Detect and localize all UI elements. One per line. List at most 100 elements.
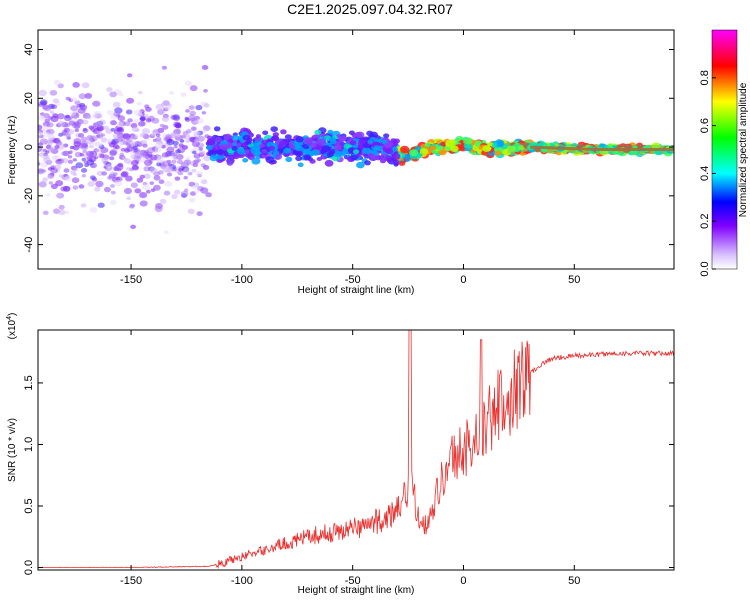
spectral-energy-mark bbox=[45, 193, 51, 197]
spectral-energy-mark bbox=[110, 127, 116, 132]
spectral-energy-mark bbox=[155, 103, 164, 111]
spectral-energy-mark bbox=[112, 101, 121, 108]
spectral-energy-mark bbox=[109, 156, 115, 161]
spectral-energy-mark bbox=[49, 110, 55, 114]
spectral-energy-mark bbox=[47, 134, 56, 141]
spectral-energy-mark bbox=[270, 126, 279, 132]
spectral-energy-mark bbox=[205, 192, 212, 198]
spectral-energy-mark bbox=[259, 153, 267, 159]
colorbar-tick-label: 0.6 bbox=[699, 118, 711, 133]
spectral-ridge-line bbox=[529, 145, 674, 151]
spectrogram-xtick-label: 0 bbox=[460, 274, 466, 286]
spectral-energy-mark bbox=[326, 151, 334, 157]
spectral-energy-mark bbox=[139, 174, 145, 179]
spectral-energy-mark bbox=[53, 79, 61, 86]
spectral-energy-mark bbox=[226, 160, 234, 166]
spectral-energy-mark bbox=[155, 136, 162, 142]
spectral-energy-mark bbox=[38, 162, 41, 166]
spectral-energy-mark bbox=[216, 149, 224, 155]
spectral-energy-mark bbox=[165, 134, 172, 140]
spectral-energy-mark bbox=[38, 152, 44, 157]
spectral-energy-mark bbox=[163, 190, 171, 196]
spectral-energy-mark bbox=[70, 111, 76, 116]
spectral-energy-mark bbox=[255, 134, 262, 139]
spectral-energy-mark bbox=[202, 165, 210, 170]
spectral-energy-mark bbox=[200, 187, 209, 194]
spectral-energy-mark bbox=[187, 208, 195, 215]
spectral-energy-mark bbox=[362, 147, 371, 155]
spectral-energy-mark bbox=[96, 125, 104, 131]
spectral-energy-mark bbox=[82, 119, 89, 125]
spectral-energy-mark bbox=[124, 187, 132, 195]
spectral-energy-mark bbox=[57, 120, 65, 127]
snr-xlabel: Height of straight line (km) bbox=[298, 585, 415, 596]
spectral-energy-mark bbox=[183, 168, 190, 173]
spectral-energy-mark bbox=[153, 184, 161, 191]
spectral-energy-mark bbox=[183, 176, 188, 180]
spectral-energy-mark bbox=[110, 120, 117, 126]
spectral-energy-mark bbox=[48, 146, 55, 152]
spectral-energy-mark bbox=[180, 191, 189, 197]
spectral-energy-mark bbox=[172, 115, 181, 122]
spectral-energy-mark bbox=[52, 98, 60, 104]
spectral-energy-mark bbox=[184, 80, 193, 87]
snr-ytick-label: 1.0 bbox=[23, 437, 35, 452]
spectral-ridge-halo bbox=[507, 142, 674, 154]
spectral-energy-mark bbox=[196, 118, 204, 124]
colorbar-tick-label: 0.8 bbox=[699, 70, 711, 85]
spectral-energy-mark bbox=[130, 224, 137, 229]
spectral-energy-mark bbox=[113, 166, 119, 172]
spectral-energy-mark bbox=[349, 140, 357, 146]
spectral-energy-mark bbox=[259, 143, 265, 149]
spectral-energy-mark bbox=[127, 73, 133, 78]
spectral-energy-mark bbox=[89, 144, 95, 149]
spectral-energy-mark bbox=[150, 132, 156, 136]
spectral-energy-mark bbox=[145, 189, 151, 194]
spectral-energy-mark bbox=[53, 164, 62, 171]
spectral-energy-mark bbox=[311, 149, 320, 156]
spectral-energy-mark bbox=[101, 171, 107, 176]
spectral-energy-mark bbox=[350, 154, 358, 161]
spectral-energy-mark bbox=[327, 129, 334, 135]
spectral-energy-mark bbox=[314, 129, 322, 136]
colorbar: 0.0 0.2 0.4 0.6 0.8 Normalized spectral ampl… bbox=[699, 29, 749, 277]
spectral-energy-mark bbox=[166, 172, 173, 177]
spectral-energy-mark bbox=[181, 161, 188, 167]
spectral-energy-mark bbox=[139, 192, 148, 199]
spectral-energy-mark bbox=[303, 144, 310, 150]
spectral-energy-mark bbox=[38, 130, 43, 137]
spectral-energy-mark bbox=[192, 150, 197, 155]
spectral-energy-mark bbox=[378, 155, 385, 160]
spectral-energy-mark bbox=[173, 145, 178, 149]
spectral-energy-mark bbox=[112, 134, 118, 139]
spectral-energy-mark bbox=[379, 158, 387, 164]
spectral-energy-mark bbox=[81, 174, 87, 178]
spectral-energy-mark bbox=[174, 176, 181, 181]
spectral-energy-mark bbox=[79, 104, 88, 111]
spectral-energy-mark bbox=[560, 150, 568, 155]
spectral-energy-mark bbox=[136, 177, 144, 183]
spectral-energy-mark bbox=[164, 180, 173, 187]
spectral-energy-mark bbox=[120, 172, 128, 178]
spectral-energy-mark bbox=[86, 115, 92, 120]
spectral-energy-mark bbox=[101, 133, 106, 137]
spectral-energy-mark bbox=[58, 174, 63, 178]
spectral-energy-mark bbox=[107, 138, 113, 143]
spectral-energy-mark bbox=[126, 97, 135, 104]
spectral-energy-mark bbox=[138, 90, 143, 95]
spectral-energy-mark bbox=[142, 128, 150, 135]
spectral-energy-mark bbox=[70, 170, 77, 175]
spectral-energy-mark bbox=[70, 105, 78, 112]
spectral-energy-mark bbox=[192, 130, 200, 137]
spectral-energy-mark bbox=[109, 150, 117, 157]
spectral-energy-mark bbox=[38, 169, 43, 173]
spectral-energy-mark bbox=[62, 185, 71, 192]
spectral-energy-mark bbox=[48, 181, 53, 185]
spectral-energy-mark bbox=[297, 162, 304, 168]
spectral-energy-mark bbox=[105, 164, 111, 169]
spectral-energy-mark bbox=[124, 121, 131, 127]
spectral-energy-mark bbox=[340, 135, 347, 141]
spectral-energy-mark bbox=[144, 104, 150, 109]
spectral-energy-mark bbox=[136, 101, 142, 106]
